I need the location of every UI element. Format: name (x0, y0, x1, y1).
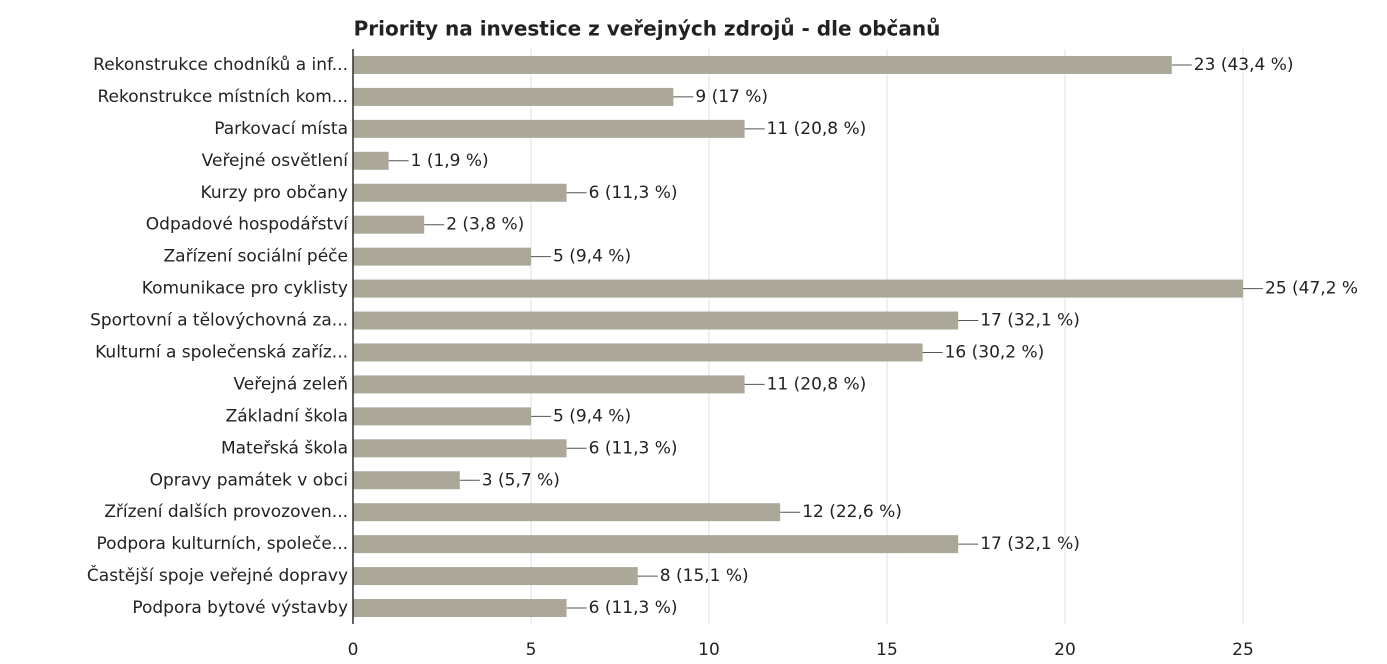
bar (353, 535, 959, 554)
value-label: 12 (22,6 %) (802, 502, 902, 522)
value-label: 23 (43,4 %) (1194, 55, 1294, 75)
bar (353, 375, 745, 394)
y-tick-label: Kulturní a společenská zaříz... (95, 342, 348, 362)
bar (353, 407, 531, 426)
value-label: 8 (15,1 %) (660, 566, 749, 586)
bar (353, 183, 567, 202)
x-tick-label: 0 (348, 640, 359, 660)
y-tick-label: Opravy památek v obci (150, 470, 348, 490)
y-tick-label: Mateřská škola (221, 438, 348, 458)
y-tick-label: Komunikace pro cyklisty (142, 279, 348, 299)
value-label: 11 (20,8 %) (767, 119, 867, 139)
value-label: 5 (9,4 %) (553, 406, 631, 426)
value-label: 6 (11,3 %) (589, 183, 678, 203)
value-label: 16 (30,2 %) (945, 342, 1045, 362)
bar (353, 503, 781, 522)
value-label: 11 (20,8 %) (767, 374, 867, 394)
x-tick-label: 20 (1054, 640, 1076, 660)
x-tick-label: 5 (526, 640, 537, 660)
bar (353, 311, 959, 330)
y-tick-label: Veřejná zeleň (233, 374, 348, 394)
y-tick-label: Zřízení dalších provozoven... (104, 502, 348, 522)
y-tick-label: Zařízení sociální péče (164, 247, 349, 267)
bar (353, 55, 1172, 74)
y-tick-label: Podpora bytové výstavby (132, 598, 348, 618)
bar (353, 439, 567, 458)
value-label: 1 (1,9 %) (411, 151, 489, 171)
value-label: 17 (32,1 %) (980, 534, 1080, 554)
y-tick-label: Veřejné osvětlení (202, 151, 350, 171)
value-label: 6 (11,3 %) (589, 598, 678, 618)
y-tick-label: Rekonstrukce místních kom... (97, 87, 348, 107)
y-tick-label: Odpadové hospodářství (146, 215, 350, 235)
bar (353, 279, 1243, 298)
bar (353, 567, 638, 586)
value-label: 5 (9,4 %) (553, 247, 631, 267)
bar (353, 87, 674, 106)
bar (353, 119, 745, 138)
x-tick-label: 10 (698, 640, 720, 660)
y-tick-label: Podpora kulturních, společe... (97, 534, 348, 554)
value-label: 6 (11,3 %) (589, 438, 678, 458)
bar (353, 215, 425, 234)
bar (353, 151, 389, 170)
value-label: 2 (3,8 %) (446, 215, 524, 235)
y-tick-label: Základní škola (226, 406, 348, 426)
y-tick-label: Kurzy pro občany (201, 183, 348, 203)
y-tick-label: Parkovací místa (214, 119, 348, 139)
bar (353, 247, 531, 266)
bar (353, 343, 923, 362)
x-tick-label: 15 (876, 640, 898, 660)
value-label: 9 (17 %) (695, 87, 768, 107)
y-tick-label: Sportovní a tělovýchovná za... (90, 311, 348, 331)
y-tick-label: Častější spoje veřejné dopravy (87, 564, 348, 586)
chart-title: Priority na investice z veřejných zdrojů… (354, 17, 941, 41)
bar (353, 471, 460, 490)
y-tick-label: Rekonstrukce chodníků a inf... (93, 55, 348, 75)
bar (353, 599, 567, 618)
value-label: 17 (32,1 %) (980, 311, 1080, 331)
value-label: 3 (5,7 %) (482, 470, 560, 490)
x-tick-label: 25 (1232, 640, 1254, 660)
value-label: 25 (47,2 % (1265, 279, 1358, 299)
